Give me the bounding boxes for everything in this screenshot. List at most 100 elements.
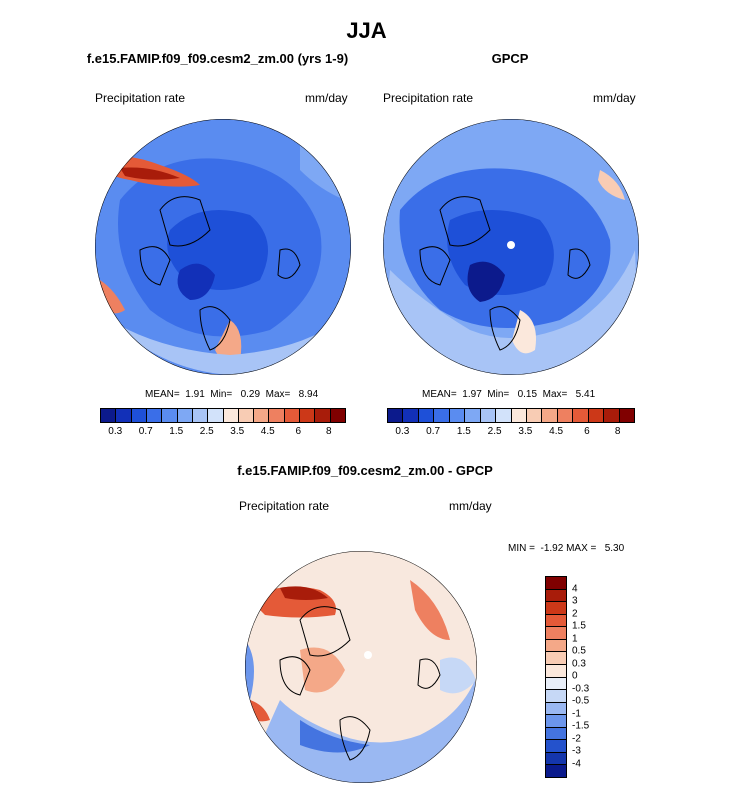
colorbar-tick-label: 0.7 — [426, 426, 441, 437]
colorbar-tick-label: 2.5 — [199, 426, 214, 437]
colorbar-swatch — [403, 409, 419, 422]
colorbar-tick-label: 0 — [572, 670, 578, 682]
colorbar-swatch — [546, 577, 566, 590]
colorbar-tick-label: 1.5 — [169, 426, 184, 437]
colorbar-tick-label: -3 — [572, 745, 581, 757]
panel-3-variable-label: Precipitation rate — [239, 499, 330, 513]
panel-1-colorbar — [100, 408, 346, 423]
colorbar-swatch — [146, 409, 163, 422]
panel-2-variable-label: Precipitation rate — [383, 91, 474, 105]
colorbar-swatch — [542, 409, 558, 422]
colorbar-swatch — [223, 409, 239, 422]
panel-2-units-label: mm/day — [593, 91, 636, 105]
colorbar-tick-label: -1 — [572, 708, 581, 719]
colorbar-swatch — [101, 409, 117, 422]
colorbar-tick-label: 0.3 — [572, 658, 586, 669]
panel-2-colorbar — [387, 408, 635, 423]
colorbar-swatch — [546, 614, 566, 628]
colorbar-tick-label: -2 — [572, 733, 581, 744]
colorbar-swatch — [131, 409, 147, 422]
colorbar-swatch — [116, 409, 132, 422]
panel-3-units-label: mm/day — [449, 499, 492, 513]
colorbar-swatch — [546, 765, 566, 777]
colorbar-tick-label: 8 — [325, 426, 332, 437]
colorbar-swatch — [546, 664, 566, 678]
panel-2-title: GPCP — [491, 51, 529, 66]
colorbar-swatch — [546, 589, 566, 603]
colorbar-swatch — [388, 409, 404, 422]
panel-2-colorbar-labels: 0.3 0.7 1.5 2.5 3.5 4.5 6 8 — [387, 426, 633, 440]
diff-colorbar — [545, 576, 567, 778]
colorbar-swatch — [546, 602, 566, 615]
colorbar-tick-label: 8 — [614, 426, 621, 437]
diff-colorbar-labels: 4 3 2 1.5 1 0.5 0.3 0 -0.3 -0.5 -1 -1.5 -2 -3 -4 — [572, 576, 612, 776]
colorbar-swatch — [208, 409, 224, 422]
colorbar-swatch — [573, 409, 589, 422]
colorbar-tick-label: 6 — [584, 426, 590, 437]
colorbar-swatch — [546, 690, 566, 703]
colorbar-swatch — [557, 409, 574, 422]
colorbar-tick-label: -0.5 — [572, 695, 590, 707]
panel-1-variable-label: Precipitation rate — [95, 91, 186, 105]
colorbar-swatch — [434, 409, 450, 422]
panel-1-units-label: mm/day — [305, 91, 348, 105]
colorbar-tick-label: 0.3 — [395, 426, 410, 437]
colorbar-tick-label: 3 — [572, 595, 578, 607]
panel-1-stats: MEAN= 1.91 Min= 0.29 Max= 8.94 — [145, 389, 319, 400]
colorbar-swatch — [284, 409, 301, 422]
colorbar-swatch — [418, 409, 435, 422]
colorbar-swatch — [330, 409, 345, 422]
colorbar-swatch — [254, 409, 270, 422]
panel-3-stats: MIN = -1.92 MAX = 5.30 — [508, 543, 625, 554]
colorbar-tick-label: -1.5 — [572, 720, 590, 732]
colorbar-swatch — [546, 677, 566, 691]
panel-3-title: f.e15.FAMIP.f09_f09.cesm2_zm.00 - GPCP — [237, 463, 493, 478]
colorbar-swatch — [192, 409, 209, 422]
colorbar-tick-label: 3.5 — [230, 426, 245, 437]
colorbar-swatch — [449, 409, 466, 422]
colorbar-swatch — [300, 409, 316, 422]
colorbar-swatch — [177, 409, 193, 422]
colorbar-tick-label: 0.3 — [108, 426, 123, 437]
colorbar-tick-label: 2 — [572, 608, 578, 619]
panel-3-polar-map — [245, 551, 477, 783]
colorbar-tick-label: -4 — [572, 758, 581, 769]
colorbar-swatch — [546, 740, 566, 753]
colorbar-swatch — [315, 409, 331, 422]
colorbar-swatch — [511, 409, 527, 422]
colorbar-tick-label: 4 — [572, 583, 578, 594]
colorbar-tick-label: 1 — [572, 633, 578, 644]
colorbar-tick-label: 4.5 — [260, 426, 275, 437]
colorbar-swatch — [588, 409, 605, 422]
colorbar-swatch — [238, 409, 255, 422]
colorbar-swatch — [546, 702, 566, 716]
panel-2-stats: MEAN= 1.97 Min= 0.15 Max= 5.41 — [422, 389, 596, 400]
panel-1-polar-map — [95, 119, 351, 375]
colorbar-swatch — [496, 409, 512, 422]
colorbar-tick-label: 0.5 — [572, 645, 586, 657]
panel-2-polar-map — [383, 119, 639, 375]
colorbar-swatch — [546, 752, 566, 766]
colorbar-tick-label: 1.5 — [456, 426, 471, 437]
colorbar-swatch — [546, 652, 566, 665]
colorbar-tick-label: 2.5 — [487, 426, 502, 437]
colorbar-tick-label: 6 — [295, 426, 302, 437]
colorbar-tick-label: 1.5 — [572, 620, 586, 632]
colorbar-swatch — [480, 409, 497, 422]
colorbar-swatch — [619, 409, 634, 422]
colorbar-tick-label: -0.3 — [572, 683, 590, 694]
figure-title: JJA — [346, 18, 387, 43]
colorbar-tick-label: 3.5 — [518, 426, 533, 437]
colorbar-swatch — [465, 409, 481, 422]
colorbar-swatch — [269, 409, 285, 422]
panel-1-colorbar-labels: 0.3 0.7 1.5 2.5 3.5 4.5 6 8 — [100, 426, 344, 440]
colorbar-swatch — [546, 715, 566, 728]
colorbar-swatch — [546, 727, 566, 741]
colorbar-swatch — [526, 409, 543, 422]
colorbar-swatch — [546, 639, 566, 653]
colorbar-tick-label: 4.5 — [549, 426, 564, 437]
colorbar-swatch — [604, 409, 620, 422]
panel-1-title: f.e15.FAMIP.f09_f09.cesm2_zm.00 (yrs 1-9… — [86, 51, 349, 66]
colorbar-swatch — [162, 409, 178, 422]
